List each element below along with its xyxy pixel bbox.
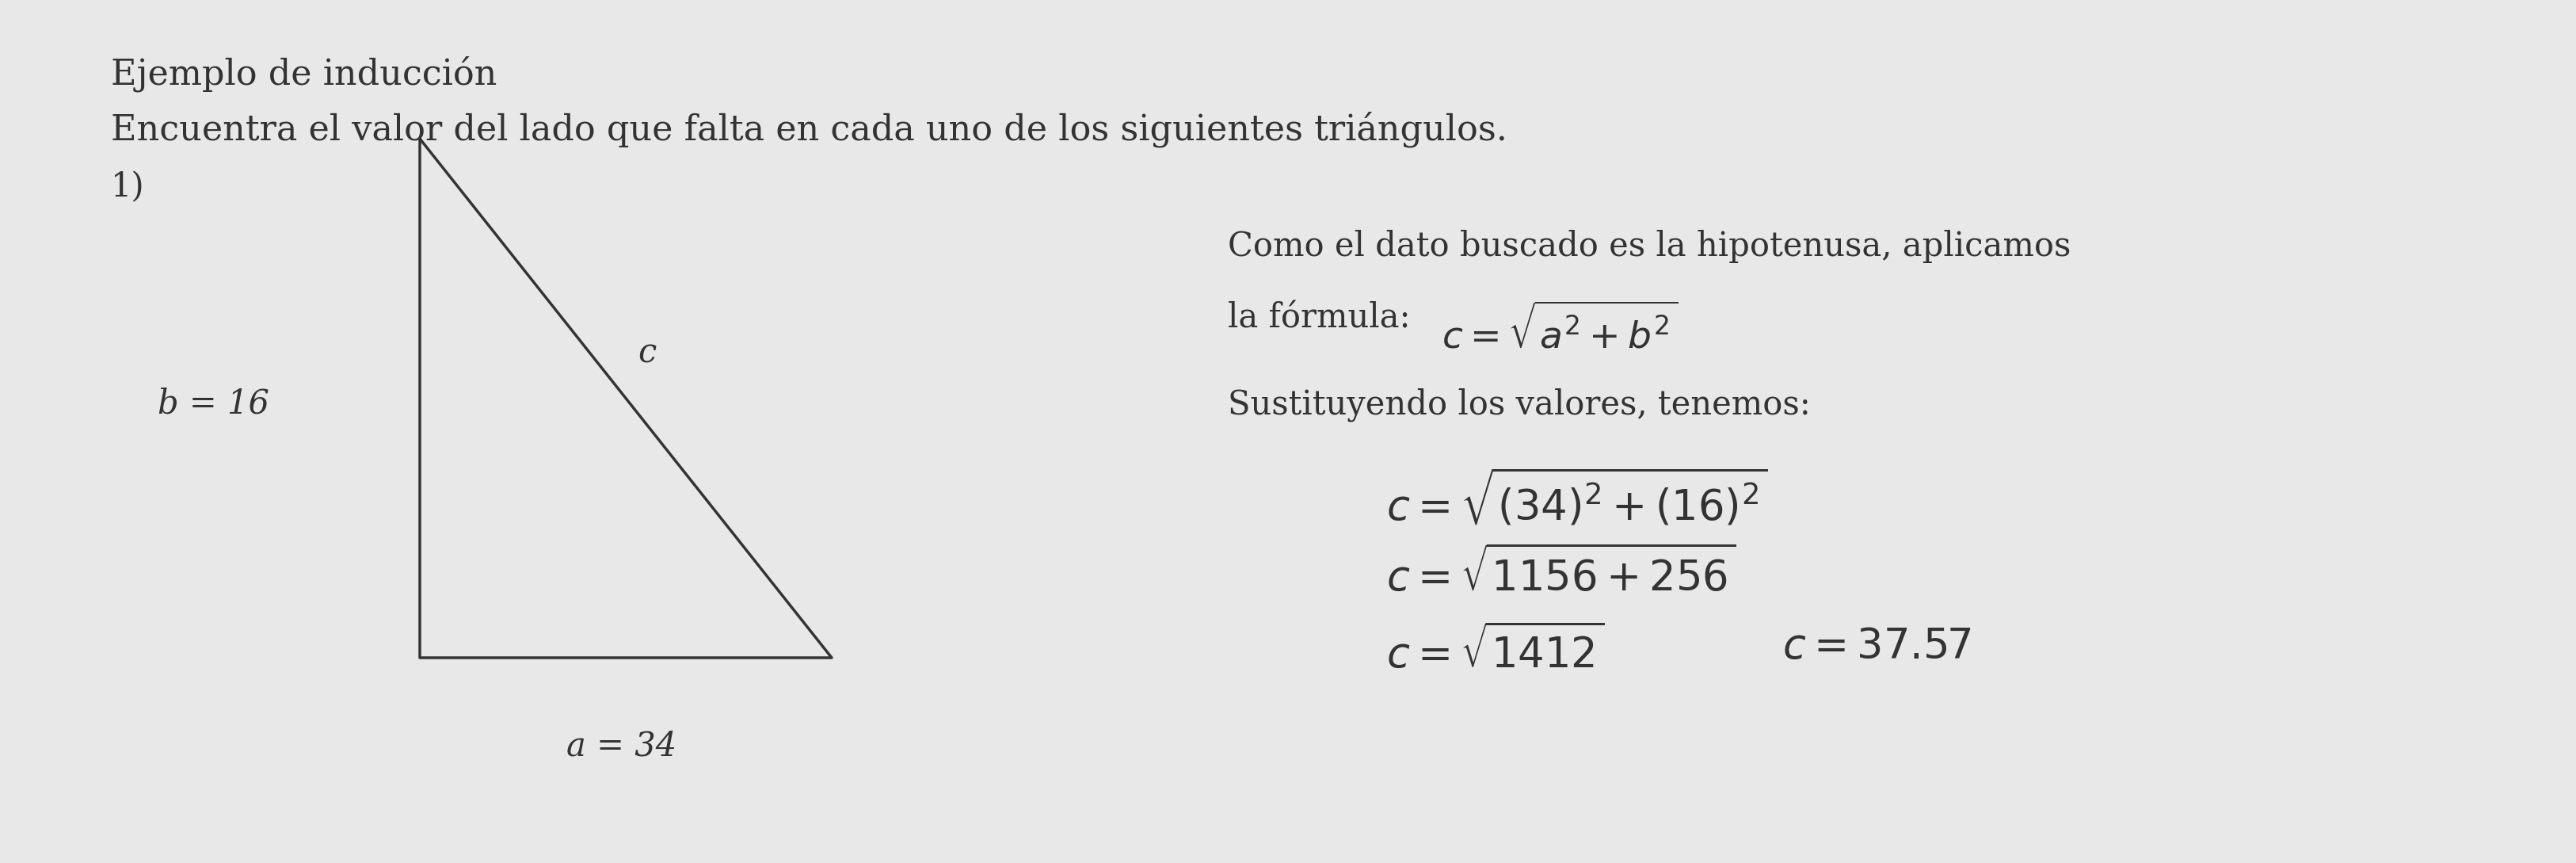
Text: $c = \sqrt{1412}$: $c = \sqrt{1412}$ — [1386, 626, 1605, 677]
Text: Como el dato buscado es la hipotenusa, aplicamos: Como el dato buscado es la hipotenusa, a… — [1229, 230, 2071, 263]
Text: la fórmula:: la fórmula: — [1229, 301, 1422, 335]
Text: Sustituyendo los valores, tenemos:: Sustituyendo los valores, tenemos: — [1229, 388, 1811, 422]
Text: c: c — [639, 336, 657, 369]
Text: $c = \sqrt{(34)^2 + (16)^2}$: $c = \sqrt{(34)^2 + (16)^2}$ — [1386, 468, 1767, 529]
Text: $c = 37.57$: $c = 37.57$ — [1783, 626, 1971, 667]
Text: $c = \sqrt{1156 + 256}$: $c = \sqrt{1156 + 256}$ — [1386, 547, 1736, 599]
Text: 1): 1) — [111, 170, 144, 204]
Text: Ejemplo de inducción: Ejemplo de inducción — [111, 55, 497, 91]
Text: Encuentra el valor del lado que falta en cada uno de los siguientes triángulos.: Encuentra el valor del lado que falta en… — [111, 111, 1507, 147]
Text: $c = \sqrt{a^2 + b^2}$: $c = \sqrt{a^2 + b^2}$ — [1443, 306, 1677, 356]
Text: b = 16: b = 16 — [157, 387, 270, 421]
Text: a = 34: a = 34 — [567, 729, 677, 762]
